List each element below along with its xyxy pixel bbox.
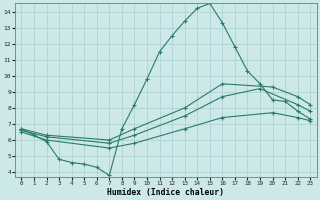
X-axis label: Humidex (Indice chaleur): Humidex (Indice chaleur) (107, 188, 224, 197)
